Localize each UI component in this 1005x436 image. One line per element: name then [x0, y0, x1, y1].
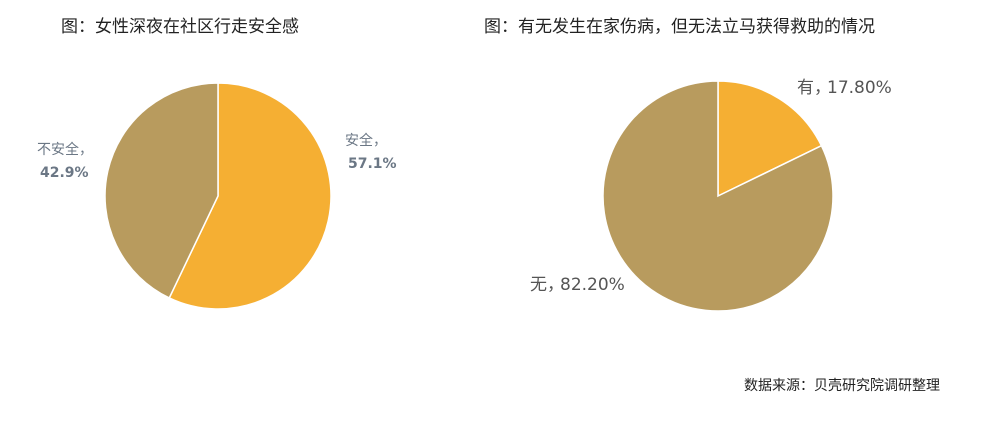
pie-slice — [168, 82, 332, 310]
chart-title: 图：有无发生在家伤病，但无法立马获得救助的情况 — [484, 17, 875, 37]
slice-label-value: 42.9% — [40, 165, 89, 181]
slice-label-category: 无， — [530, 275, 564, 295]
slice-label-value: 17.80% — [827, 78, 892, 98]
slice-label-category: 有， — [797, 78, 831, 98]
source-note: 数据来源：贝壳研究院调研整理 — [744, 377, 940, 394]
chart-title: 图：女性深夜在社区行走安全感 — [61, 17, 299, 37]
pie-slice — [602, 80, 834, 312]
slice-label-value: 57.1% — [348, 156, 397, 172]
slice-label-value: 82.20% — [560, 275, 625, 295]
slice-label-category: 不安全， — [37, 141, 93, 158]
pie-slice — [717, 80, 823, 198]
pie-slice — [104, 82, 219, 299]
slice-label-category: 安全， — [345, 132, 387, 149]
